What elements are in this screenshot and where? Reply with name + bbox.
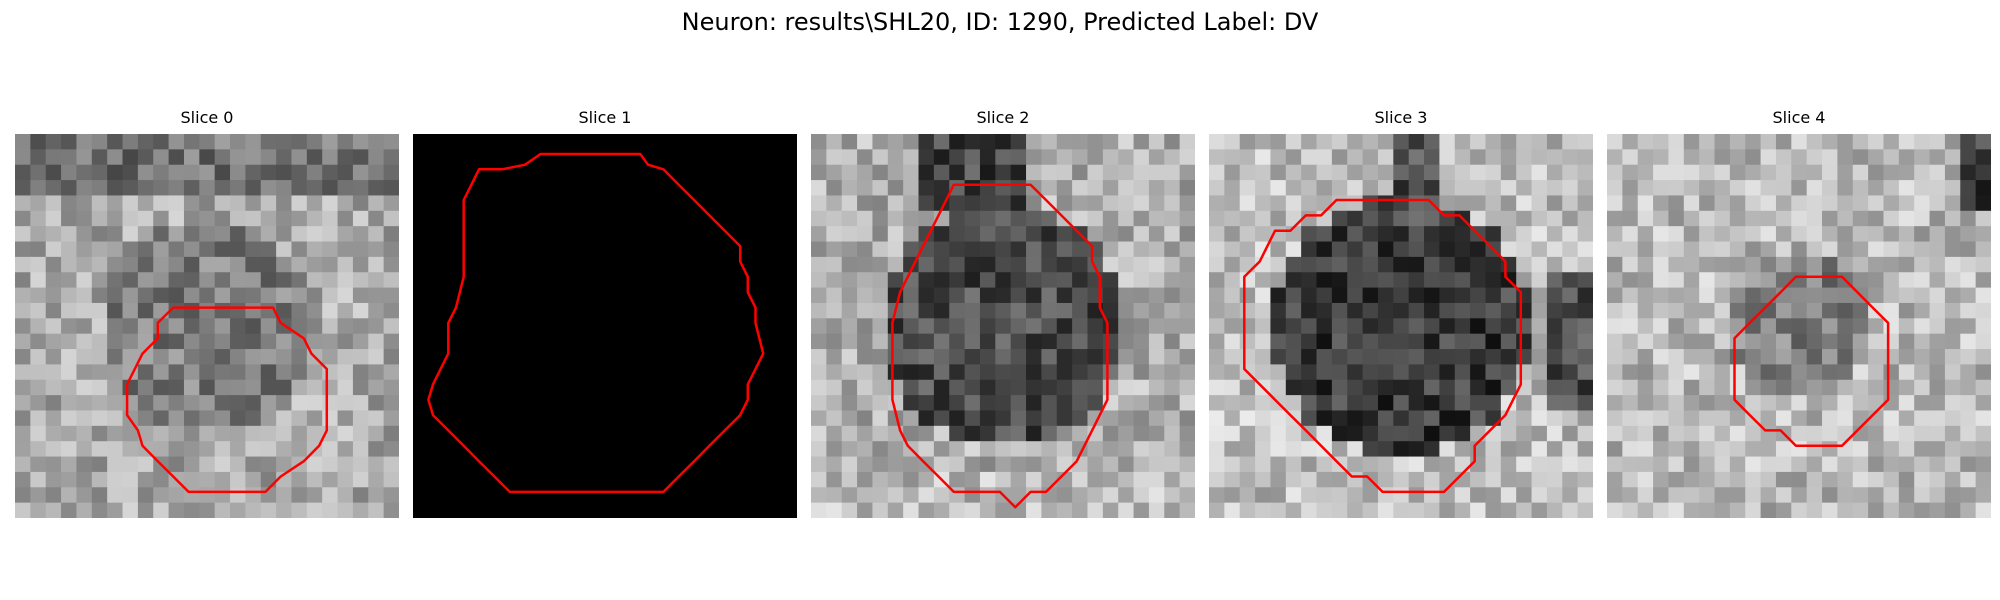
slice-panel-1: Slice 1 [413, 108, 797, 518]
slice-image [811, 134, 1195, 518]
roi-contour [1733, 275, 1890, 448]
slice-title: Slice 3 [1374, 108, 1428, 127]
slice-image [1209, 134, 1593, 518]
slice-panel-3: Slice 3 [1209, 108, 1593, 518]
slice-panel-2: Slice 2 [811, 108, 1195, 518]
roi-contour [427, 152, 765, 494]
slice-title: Slice 4 [1772, 108, 1826, 127]
figure-title: Neuron: results\SHL20, ID: 1290, Predict… [681, 8, 1319, 36]
slice-panel-4: Slice 4 [1607, 108, 1991, 518]
slice-title: Slice 0 [180, 108, 234, 127]
slice-title: Slice 1 [578, 108, 632, 127]
roi-contour [125, 306, 329, 494]
roi-contour [891, 183, 1109, 509]
slice-image [413, 134, 797, 518]
slice-panel-0: Slice 0 [15, 108, 399, 518]
slice-title: Slice 2 [976, 108, 1030, 127]
slice-image [1607, 134, 1991, 518]
slice-image [15, 134, 399, 518]
roi-contour [1243, 198, 1523, 494]
